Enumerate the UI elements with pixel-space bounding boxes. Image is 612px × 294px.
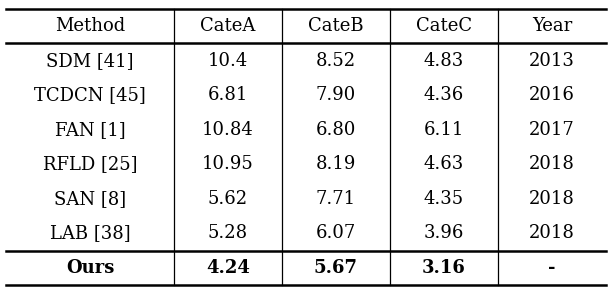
Text: 5.62: 5.62 [208, 190, 248, 208]
Text: LAB [38]: LAB [38] [50, 224, 130, 242]
Text: 4.35: 4.35 [424, 190, 464, 208]
Text: SDM [41]: SDM [41] [47, 52, 134, 70]
Text: 2018: 2018 [529, 224, 575, 242]
Text: 3.96: 3.96 [424, 224, 464, 242]
Text: SAN [8]: SAN [8] [54, 190, 126, 208]
Text: CateB: CateB [308, 17, 364, 35]
Text: CateC: CateC [416, 17, 472, 35]
Text: 3.16: 3.16 [422, 259, 466, 277]
Text: 7.90: 7.90 [316, 86, 356, 104]
Text: 8.19: 8.19 [316, 155, 356, 173]
Text: 2018: 2018 [529, 190, 575, 208]
Text: 10.95: 10.95 [202, 155, 254, 173]
Text: 5.67: 5.67 [314, 259, 358, 277]
Text: 7.71: 7.71 [316, 190, 356, 208]
Text: 4.83: 4.83 [424, 52, 464, 70]
Text: 2016: 2016 [529, 86, 575, 104]
Text: CateA: CateA [200, 17, 256, 35]
Text: 10.84: 10.84 [202, 121, 254, 139]
Text: 6.81: 6.81 [208, 86, 248, 104]
Text: 4.63: 4.63 [424, 155, 464, 173]
Text: 6.07: 6.07 [316, 224, 356, 242]
Text: 6.80: 6.80 [316, 121, 356, 139]
Text: 5.28: 5.28 [208, 224, 248, 242]
Text: Method: Method [55, 17, 125, 35]
Text: 4.36: 4.36 [424, 86, 464, 104]
Text: 6.11: 6.11 [424, 121, 464, 139]
Text: Year: Year [532, 17, 572, 35]
Text: FAN [1]: FAN [1] [54, 121, 125, 139]
Text: 2017: 2017 [529, 121, 575, 139]
Text: TCDCN [45]: TCDCN [45] [34, 86, 146, 104]
Text: 8.52: 8.52 [316, 52, 356, 70]
Text: 2013: 2013 [529, 52, 575, 70]
Text: 2018: 2018 [529, 155, 575, 173]
Text: 4.24: 4.24 [206, 259, 250, 277]
Text: RFLD [25]: RFLD [25] [43, 155, 137, 173]
Text: Ours: Ours [66, 259, 114, 277]
Text: -: - [548, 259, 556, 277]
Text: 10.4: 10.4 [208, 52, 248, 70]
